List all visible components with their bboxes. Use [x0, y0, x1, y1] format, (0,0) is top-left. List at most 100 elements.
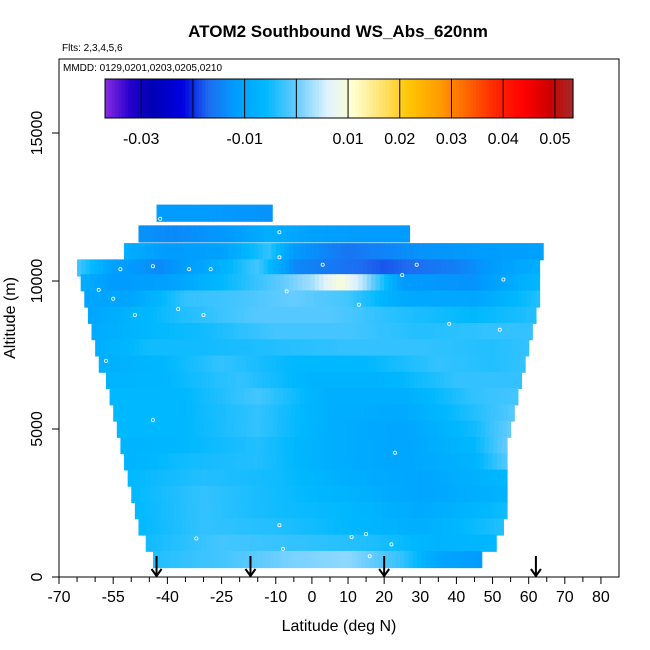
heatmap-cell	[375, 453, 381, 471]
heatmap-cell	[92, 306, 98, 324]
heatmap-cell	[247, 204, 253, 222]
heatmap-cell	[214, 469, 220, 487]
sample-point	[349, 535, 354, 540]
heatmap-cell	[391, 306, 397, 324]
sample-point	[201, 312, 206, 317]
heatmap-cell	[182, 404, 188, 422]
heatmap-cell	[414, 274, 420, 292]
sample-point	[320, 262, 325, 267]
heatmap-cell	[123, 371, 129, 390]
heatmap-cell	[266, 290, 272, 308]
heatmap-cell	[217, 306, 223, 324]
heatmap-cell	[499, 388, 505, 406]
heatmap-cell	[323, 274, 329, 292]
heatmap-cell	[481, 323, 487, 341]
heatmap-cell	[159, 259, 165, 277]
heatmap-cell	[313, 550, 319, 569]
heatmap-cell	[483, 469, 489, 487]
heatmap-cell	[102, 274, 108, 292]
heatmap-cell	[177, 339, 183, 357]
heatmap-cell	[434, 502, 439, 520]
x-tick-label: 70	[556, 589, 574, 606]
heatmap-cell	[330, 485, 336, 504]
colorbar-segment	[339, 79, 343, 118]
heatmap-cell	[227, 371, 233, 390]
heatmap-cell	[243, 204, 249, 222]
heatmap-cell	[181, 436, 187, 455]
heatmap-cell	[160, 502, 166, 520]
heatmap-cell	[303, 404, 309, 422]
heatmap-cell	[151, 518, 157, 536]
colorbar-segment	[135, 79, 140, 118]
heatmap-cell	[211, 355, 217, 373]
heatmap-cell	[415, 339, 421, 357]
heatmap-cell	[332, 274, 338, 292]
heatmap-cell	[319, 259, 325, 277]
heatmap-cell	[221, 404, 227, 422]
heatmap-cell	[268, 339, 274, 357]
heatmap-cell	[315, 355, 321, 373]
heatmap-cell	[247, 404, 253, 422]
heatmap-cell	[283, 388, 288, 406]
heatmap-cell	[492, 453, 498, 471]
heatmap-cell	[221, 323, 227, 341]
heatmap-cell	[297, 243, 303, 261]
heatmap-cell	[506, 436, 508, 455]
heatmap-cell	[233, 518, 239, 536]
heatmap-cell	[194, 339, 200, 357]
heatmap-cell	[321, 404, 327, 422]
heatmap-cell	[314, 290, 320, 308]
colorbar-segment	[402, 79, 407, 118]
heatmap-cell	[209, 306, 215, 324]
colorbar-segment	[492, 79, 497, 118]
heatmap-cell	[478, 306, 484, 324]
heatmap-cell	[337, 339, 343, 357]
heatmap-cell	[441, 259, 447, 277]
heatmap-cell	[406, 355, 412, 373]
heatmap-cell	[335, 485, 340, 504]
heatmap-cell	[413, 290, 419, 308]
sample-point	[497, 327, 502, 332]
heatmap-cell	[98, 274, 103, 292]
heatmap-cell	[195, 404, 201, 422]
heatmap-cell	[207, 339, 213, 357]
heatmap-cell	[390, 404, 396, 422]
heatmap-cell	[301, 274, 307, 292]
heatmap-cell	[202, 274, 208, 292]
heatmap-cell	[460, 550, 466, 569]
heatmap-cell	[300, 550, 306, 569]
heatmap-cell	[421, 550, 427, 569]
heatmap-cell	[180, 274, 186, 292]
heatmap-cell	[382, 306, 388, 324]
heatmap-cell	[228, 534, 234, 552]
heatmap-cell	[280, 259, 286, 277]
heatmap-cell	[143, 323, 149, 341]
heatmap-cell	[281, 518, 287, 536]
colorbar-segment	[549, 79, 554, 118]
heatmap-cell	[397, 534, 403, 552]
heatmap-cell	[434, 388, 440, 406]
heatmap-cell	[507, 339, 512, 357]
heatmap-cell	[417, 485, 423, 504]
heatmap-cell	[317, 550, 323, 569]
heatmap-cell	[460, 485, 466, 504]
heatmap-cell	[364, 404, 370, 422]
heatmap-cell	[298, 518, 304, 536]
heatmap-cell	[436, 259, 442, 277]
heatmap-cell	[184, 243, 190, 261]
heatmap-cell	[241, 453, 247, 471]
sample-point	[400, 273, 405, 278]
heatmap-cell	[383, 290, 389, 308]
heatmap-cell	[299, 502, 305, 520]
heatmap-cell	[204, 323, 210, 341]
heatmap-cell	[152, 323, 158, 341]
heatmap-cell	[429, 502, 435, 520]
heatmap-cell	[484, 436, 490, 455]
heatmap-cell	[285, 518, 291, 536]
heatmap-cell	[247, 502, 253, 520]
dates-label-bg	[60, 60, 236, 74]
heatmap-cell	[374, 469, 380, 487]
heatmap-cell	[316, 404, 322, 422]
heatmap-cell	[134, 420, 140, 438]
heatmap-cell	[365, 550, 371, 569]
